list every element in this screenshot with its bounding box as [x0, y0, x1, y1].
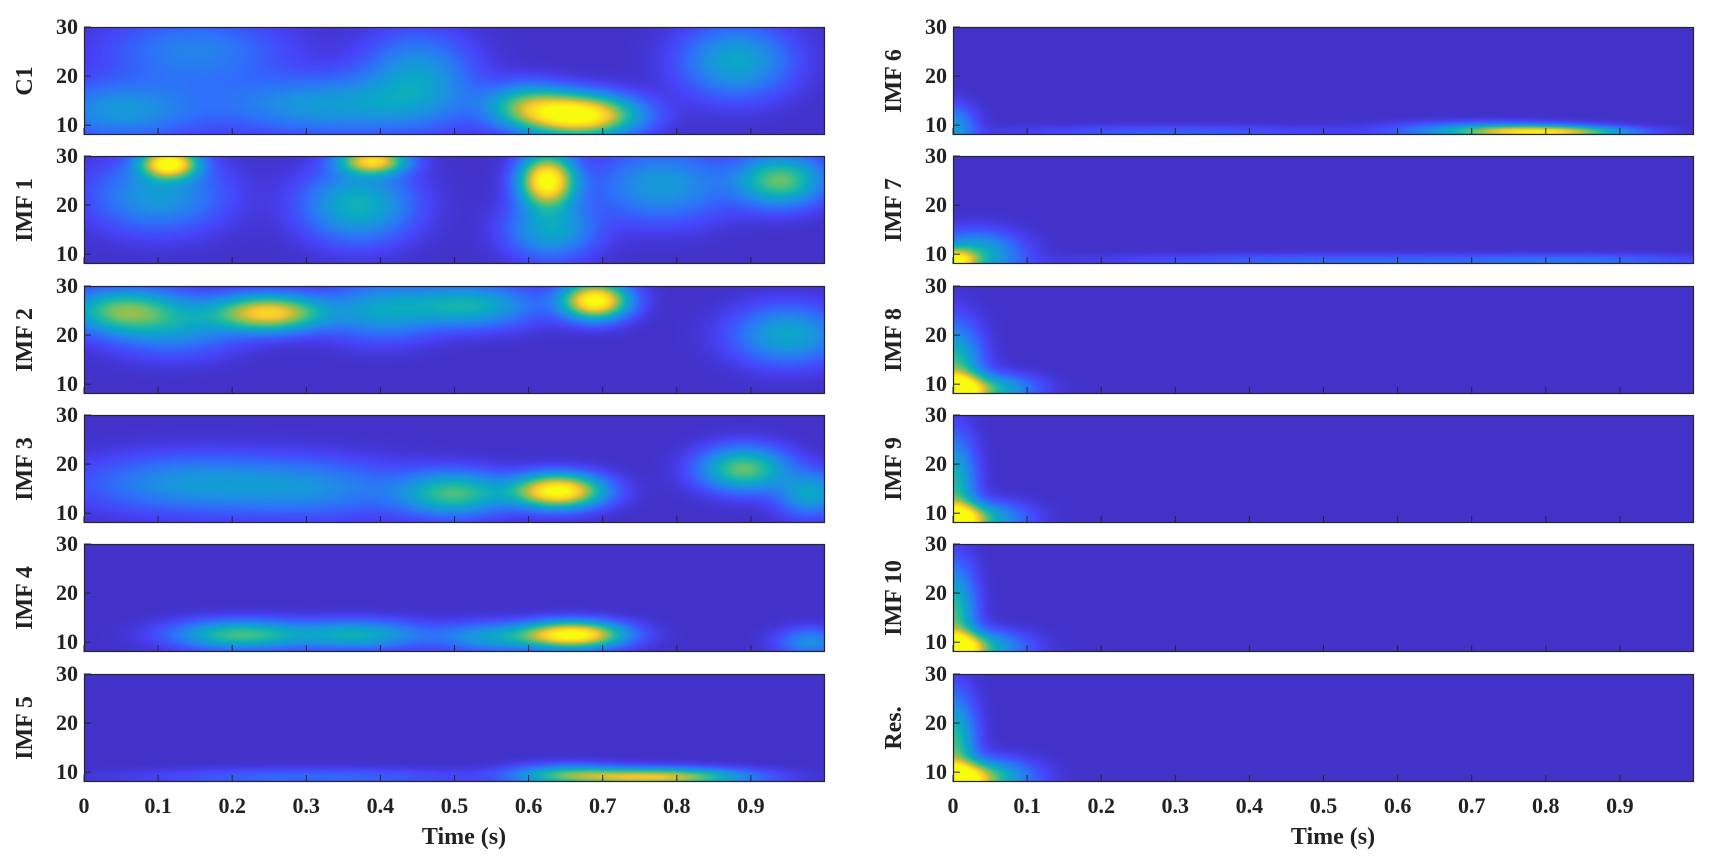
panel-ylabel: IMF 3 [12, 437, 38, 501]
y-tick-label: 20 [925, 63, 947, 88]
x-tick-label: 0.6 [1384, 793, 1412, 818]
y-tick-label: 10 [925, 371, 947, 396]
panel-imf-2: 10 20 30 IMF 2 [12, 273, 826, 396]
y-tick-label: 30 [925, 14, 947, 39]
x-tick-label: 0 [948, 793, 959, 818]
panel-imf-10: 10 20 30 IMF 10 [881, 531, 1695, 654]
x-tick-label: 0.7 [1458, 793, 1486, 818]
panel-imf-6: 10 20 30 IMF 6 [881, 14, 1695, 137]
y-tick-label: 10 [925, 759, 947, 784]
x-tick-label: 0.3 [293, 793, 321, 818]
y-tick-label: 10 [56, 371, 78, 396]
y-tick-label: 20 [56, 451, 78, 476]
y-tick-label: 20 [925, 710, 947, 735]
panel-ylabel: IMF 10 [881, 560, 907, 636]
y-tick-label: 30 [925, 273, 947, 298]
x-tick-label: 0.7 [589, 793, 617, 818]
y-tick-label: 20 [56, 192, 78, 217]
y-tick-label: 10 [56, 629, 78, 654]
y-tick-label: 30 [56, 531, 78, 556]
heatmap-image [84, 156, 825, 264]
panel-ylabel: IMF 4 [12, 566, 38, 630]
panel-imf-9: 10 20 30 IMF 9 [881, 402, 1695, 525]
y-tick-label: 30 [56, 661, 78, 686]
x-tick-label: 0.9 [1606, 793, 1634, 818]
panel-imf-1: 10 20 30 IMF 1 [12, 143, 826, 266]
y-tick-label: 10 [925, 241, 947, 266]
y-tick-label: 30 [56, 143, 78, 168]
x-tick-label: 0.4 [1236, 793, 1264, 818]
heatmap-image [953, 286, 1694, 394]
heatmap-image [84, 286, 825, 394]
x-tick-label: 0 [79, 793, 90, 818]
y-tick-label: 30 [56, 273, 78, 298]
y-tick-label: 20 [56, 710, 78, 735]
y-tick-label: 20 [56, 63, 78, 88]
panel-ylabel: C1 [12, 66, 38, 95]
panel-res: 10 20 30 Res. [881, 661, 1695, 784]
y-tick-label: 20 [56, 580, 78, 605]
y-tick-label: 20 [925, 451, 947, 476]
panel-ylabel: IMF 5 [12, 696, 38, 760]
x-tick-label: 0.5 [1310, 793, 1338, 818]
heatmap-image [953, 27, 1694, 135]
labels-layer: 0 0.1 0.2 0.3 0.4 0.5 0.6 0.7 0.8 0.9 Time (s) 0 0.1… [79, 793, 1634, 850]
panel-ylabel: IMF 9 [881, 437, 907, 501]
panel-ylabel: IMF 1 [12, 178, 38, 242]
panel-ylabel: IMF 6 [881, 49, 907, 113]
y-tick-label: 30 [925, 661, 947, 686]
y-tick-label: 30 [56, 402, 78, 427]
y-tick-label: 30 [925, 402, 947, 427]
x-tick-label: 0.2 [218, 793, 246, 818]
y-tick-label: 20 [56, 322, 78, 347]
x-tick-label: 0.1 [1013, 793, 1041, 818]
y-tick-label: 20 [925, 192, 947, 217]
panel-ylabel: IMF 2 [12, 308, 38, 372]
y-tick-label: 10 [56, 759, 78, 784]
y-tick-label: 10 [56, 500, 78, 525]
x-axis-label: Time (s) [1291, 824, 1375, 850]
x-tick-label: 0.3 [1162, 793, 1190, 818]
x-tick-label: 0.4 [367, 793, 395, 818]
panel-ylabel: IMF 7 [881, 178, 907, 242]
heatmap-image [84, 415, 825, 523]
x-axis-label: Time (s) [422, 824, 506, 850]
y-tick-label: 30 [925, 531, 947, 556]
y-tick-label: 10 [925, 500, 947, 525]
x-tick-label: 0.6 [515, 793, 543, 818]
y-tick-label: 10 [925, 629, 947, 654]
panel-imf-5: 10 20 30 IMF 5 [12, 661, 826, 784]
panel-imf-3: 10 20 30 IMF 3 [12, 402, 826, 525]
y-tick-label: 10 [56, 112, 78, 137]
x-tick-label: 0.2 [1087, 793, 1115, 818]
panel-ylabel: IMF 8 [881, 308, 907, 372]
heatmap-image [84, 674, 825, 782]
heatmap-image [953, 156, 1694, 264]
heatmap-image [953, 415, 1694, 523]
heatmap-image [84, 544, 825, 652]
y-tick-label: 20 [925, 322, 947, 347]
x-tick-label: 0.1 [144, 793, 172, 818]
y-tick-label: 10 [56, 241, 78, 266]
y-tick-label: 30 [56, 14, 78, 39]
heatmap-image [953, 544, 1694, 652]
x-tick-label: 0.5 [441, 793, 469, 818]
x-tick-label: 0.8 [663, 793, 691, 818]
panels-layer: 10 20 30 C1 10 20 30 IMF 1 10 20 30 IMF 2 10 20 30 IMF … [12, 14, 1695, 784]
y-tick-label: 30 [925, 143, 947, 168]
panel-imf-4: 10 20 30 IMF 4 [12, 531, 826, 654]
panel-ylabel: Res. [881, 706, 907, 749]
panel-c1: 10 20 30 C1 [12, 14, 826, 137]
panel-imf-8: 10 20 30 IMF 8 [881, 273, 1695, 396]
panel-imf-7: 10 20 30 IMF 7 [881, 143, 1695, 266]
heatmap-image [953, 674, 1694, 782]
y-tick-label: 20 [925, 580, 947, 605]
y-tick-label: 10 [925, 112, 947, 137]
x-tick-label: 0.9 [737, 793, 765, 818]
heatmap-image [84, 27, 825, 135]
x-tick-label: 0.8 [1532, 793, 1560, 818]
